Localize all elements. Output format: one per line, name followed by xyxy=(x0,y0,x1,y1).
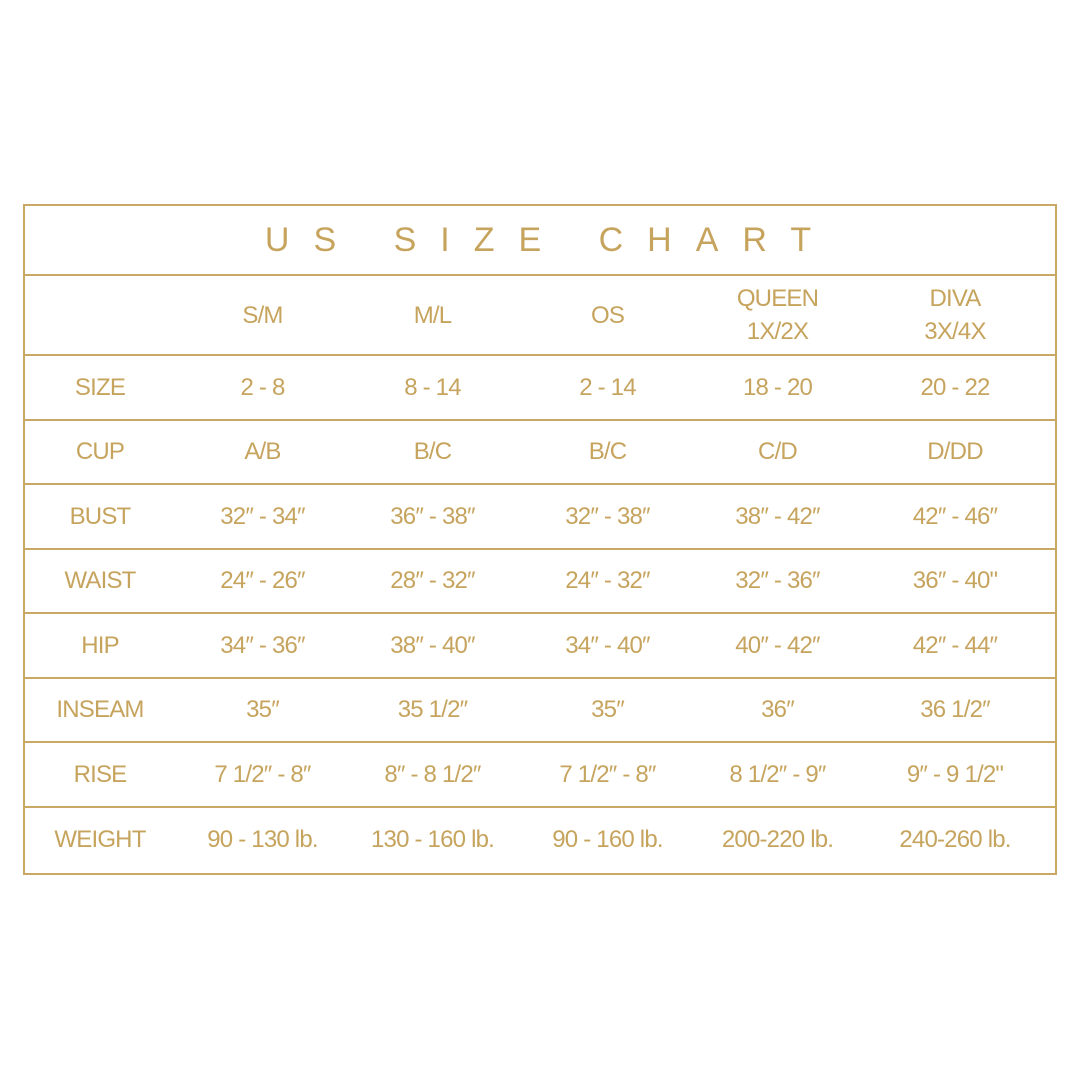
table-cell: 2 - 8 xyxy=(240,373,285,401)
table-cell: 240-260 lb. xyxy=(899,826,1011,854)
table-cell: 42″ - 44″ xyxy=(912,631,998,659)
table-cell: 8 1/2″ - 9″ xyxy=(729,760,826,788)
row-label: BUST xyxy=(69,502,132,530)
row-label: INSEAM xyxy=(56,696,144,724)
table-row-cup: CUP A/B B/C B/C C/D D/DD xyxy=(25,421,1055,485)
table-cell: B/C xyxy=(588,438,627,466)
header-cell xyxy=(25,276,175,354)
table-cell: 90 - 160 lb. xyxy=(552,826,663,854)
table-cell: 32″ - 38″ xyxy=(565,502,650,530)
table-cell: 8 - 14 xyxy=(404,373,461,401)
table-row-hip: HIP 34″ - 36″ 38″ - 40″ 34″ - 40″ 40″ - 42″ 4… xyxy=(25,614,1055,679)
table-cell: 38″ - 42″ xyxy=(735,502,820,530)
row-label: CUP xyxy=(75,438,125,466)
table-cell: 9″ - 9 1/2" xyxy=(906,760,1004,788)
table-cell: 24″ - 32″ xyxy=(565,567,650,595)
table-cell: 34″ - 36″ xyxy=(220,631,305,659)
table-cell: 130 - 160 lb. xyxy=(370,826,495,854)
table-row-inseam: INSEAM 35″ 35 1/2″ 35″ 36″ 36 1/2″ xyxy=(25,679,1055,743)
header-cell: M/L xyxy=(413,301,452,329)
table-row-weight: WEIGHT 90 - 130 lb. 130 - 160 lb. 90 - 160 … xyxy=(25,808,1055,873)
table-cell: D/DD xyxy=(927,438,983,466)
row-label: WAIST xyxy=(64,567,136,595)
table-cell: 8″ - 8 1/2″ xyxy=(384,760,481,788)
size-chart-table: US SIZE CHART S/M M/L OS QUEEN 1X/2X DIV… xyxy=(23,204,1057,875)
table-row-rise: RISE 7 1/2″ - 8″ 8″ - 8 1/2″ 7 1/2″ - 8″ 8 1… xyxy=(25,743,1055,808)
table-cell: 90 - 130 lb. xyxy=(207,826,318,854)
table-row-size: SIZE 2 - 8 8 - 14 2 - 14 18 - 20 20 - 22 xyxy=(25,356,1055,421)
header-cell: QUEEN 1X/2X xyxy=(736,285,819,345)
table-cell: 36″ - 38″ xyxy=(390,502,475,530)
header-cell: DIVA 3X/4X xyxy=(924,285,986,345)
table-cell: 20 - 22 xyxy=(920,373,990,401)
table-cell: 32″ - 36″ xyxy=(735,567,820,595)
table-cell: 35 1/2″ xyxy=(397,696,468,724)
table-cell: 7 1/2″ - 8″ xyxy=(559,760,656,788)
table-cell: 35″ xyxy=(246,696,280,724)
header-cell: OS xyxy=(590,301,625,329)
table-cell: 36 1/2″ xyxy=(920,696,990,724)
table-row-waist: WAIST 24″ - 26″ 28″ - 32″ 24″ - 32″ 32″ - 36… xyxy=(25,550,1055,614)
table-cell: 36″ xyxy=(761,696,795,724)
row-label: SIZE xyxy=(74,373,126,401)
row-label: HIP xyxy=(81,631,119,659)
table-cell: 36″ - 40" xyxy=(912,567,998,595)
table-cell: 28″ - 32″ xyxy=(390,567,475,595)
table-cell: B/C xyxy=(413,438,452,466)
table-cell: 40″ - 42″ xyxy=(735,631,820,659)
table-row-bust: BUST 32″ - 34″ 36″ - 38″ 32″ - 38″ 38″ - 42″… xyxy=(25,485,1055,550)
table-cell: 32″ - 34″ xyxy=(220,502,305,530)
table-cell: 34″ - 40″ xyxy=(565,631,650,659)
header-row: S/M M/L OS QUEEN 1X/2X DIVA 3X/4X xyxy=(25,276,1055,356)
table-cell: 2 - 14 xyxy=(579,373,636,401)
table-cell: 24″ - 26″ xyxy=(220,567,305,595)
row-label: WEIGHT xyxy=(54,826,146,854)
table-cell: 200-220 lb. xyxy=(721,826,834,854)
chart-title: US SIZE CHART xyxy=(25,206,1055,276)
table-cell: 42″ - 46″ xyxy=(912,502,998,530)
header-cell: S/M xyxy=(242,301,283,329)
table-cell: 7 1/2″ - 8″ xyxy=(214,760,311,788)
table-cell: 38″ - 40″ xyxy=(390,631,475,659)
table-cell: C/D xyxy=(758,438,798,466)
table-cell: 35″ xyxy=(591,696,625,724)
table-cell: A/B xyxy=(244,438,281,466)
table-cell: 18 - 20 xyxy=(742,373,813,401)
row-label: RISE xyxy=(73,760,128,788)
